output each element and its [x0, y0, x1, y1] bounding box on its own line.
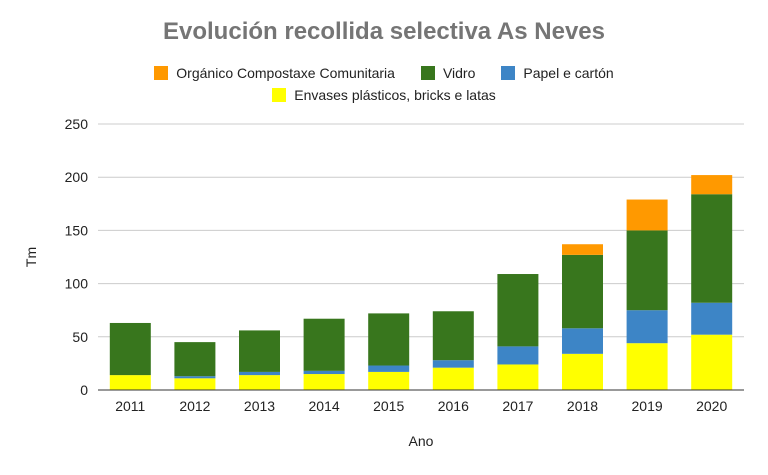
- y-tick-label: 0: [80, 382, 88, 398]
- bar-segment: [239, 371, 280, 376]
- x-tick-label: 2020: [696, 398, 727, 414]
- bar-segment: [109, 322, 151, 376]
- x-tick-label: 2018: [567, 398, 598, 414]
- bar-segment: [239, 375, 280, 390]
- legend-row: Envases plásticos, bricks e latas: [0, 84, 768, 106]
- bar-segment: [691, 194, 733, 303]
- bar-segment: [174, 376, 216, 379]
- bar-segment: [691, 334, 733, 390]
- bar-segment: [303, 370, 345, 375]
- x-tick-label: 2017: [502, 398, 533, 414]
- bar-segment: [562, 353, 603, 390]
- legend-swatch: [154, 66, 169, 80]
- x-tick-label: 2015: [373, 398, 404, 414]
- x-tick-label: 2011: [115, 398, 145, 414]
- bar-segment: [174, 378, 216, 390]
- legend: Orgánico Compostaxe Comunitaria Vidro Pape…: [0, 62, 768, 106]
- y-tick-label: 200: [65, 169, 89, 185]
- bar-segment: [174, 342, 216, 377]
- legend-item: Envases plásticos, bricks e latas: [272, 87, 496, 103]
- x-axis-title: Ano: [409, 433, 434, 449]
- legend-item: Papel e cartón: [501, 65, 614, 81]
- y-tick-label: 100: [65, 276, 89, 292]
- bar-segment: [626, 230, 668, 311]
- bar-segment: [562, 254, 603, 329]
- bar-segment: [368, 313, 410, 366]
- bar-segment: [239, 330, 280, 372]
- bar-segment: [497, 274, 539, 347]
- legend-swatch: [501, 66, 516, 80]
- y-tick-label: 250: [65, 116, 89, 132]
- bar-segment: [691, 175, 733, 195]
- bar-segment: [303, 374, 345, 390]
- bar-segment: [626, 343, 668, 390]
- bar-segment: [109, 375, 151, 390]
- legend-swatch: [272, 88, 287, 102]
- bar-segment: [562, 244, 603, 255]
- legend-label: Vidro: [442, 65, 476, 81]
- x-tick-label: 2019: [632, 398, 663, 414]
- legend-item: Orgánico Compostaxe Comunitaria: [154, 65, 395, 81]
- legend-label: Papel e cartón: [523, 65, 614, 81]
- bar-segment: [368, 371, 410, 390]
- y-tick-label: 150: [65, 222, 89, 238]
- chart-title: Evolución recollida selectiva As Neves: [163, 18, 605, 45]
- bar-segment: [432, 311, 474, 361]
- bar-segment: [432, 367, 474, 390]
- legend-label: Envases plásticos, bricks e latas: [294, 87, 496, 103]
- bar-segment: [626, 310, 668, 344]
- y-axis-title: Tm: [23, 247, 39, 267]
- bar-segment: [562, 328, 603, 354]
- x-tick-label: 2016: [438, 398, 469, 414]
- legend-row: Orgánico Compostaxe Comunitaria Vidro Pape…: [0, 62, 768, 84]
- bar-segment: [626, 199, 668, 231]
- bar-segment: [497, 364, 539, 390]
- legend-swatch: [420, 66, 435, 80]
- bar-segment: [432, 360, 474, 368]
- x-tick-label: 2012: [179, 398, 210, 414]
- bar-segment: [497, 346, 539, 365]
- bar-segment: [691, 302, 733, 335]
- x-tick-label: 2014: [309, 398, 340, 414]
- bar-segment: [303, 318, 345, 371]
- legend-label: Orgánico Compostaxe Comunitaria: [176, 65, 395, 81]
- bar-segment: [368, 365, 410, 372]
- legend-item: Vidro: [420, 65, 476, 81]
- y-tick-label: 50: [72, 329, 88, 345]
- x-tick-label: 2013: [244, 398, 275, 414]
